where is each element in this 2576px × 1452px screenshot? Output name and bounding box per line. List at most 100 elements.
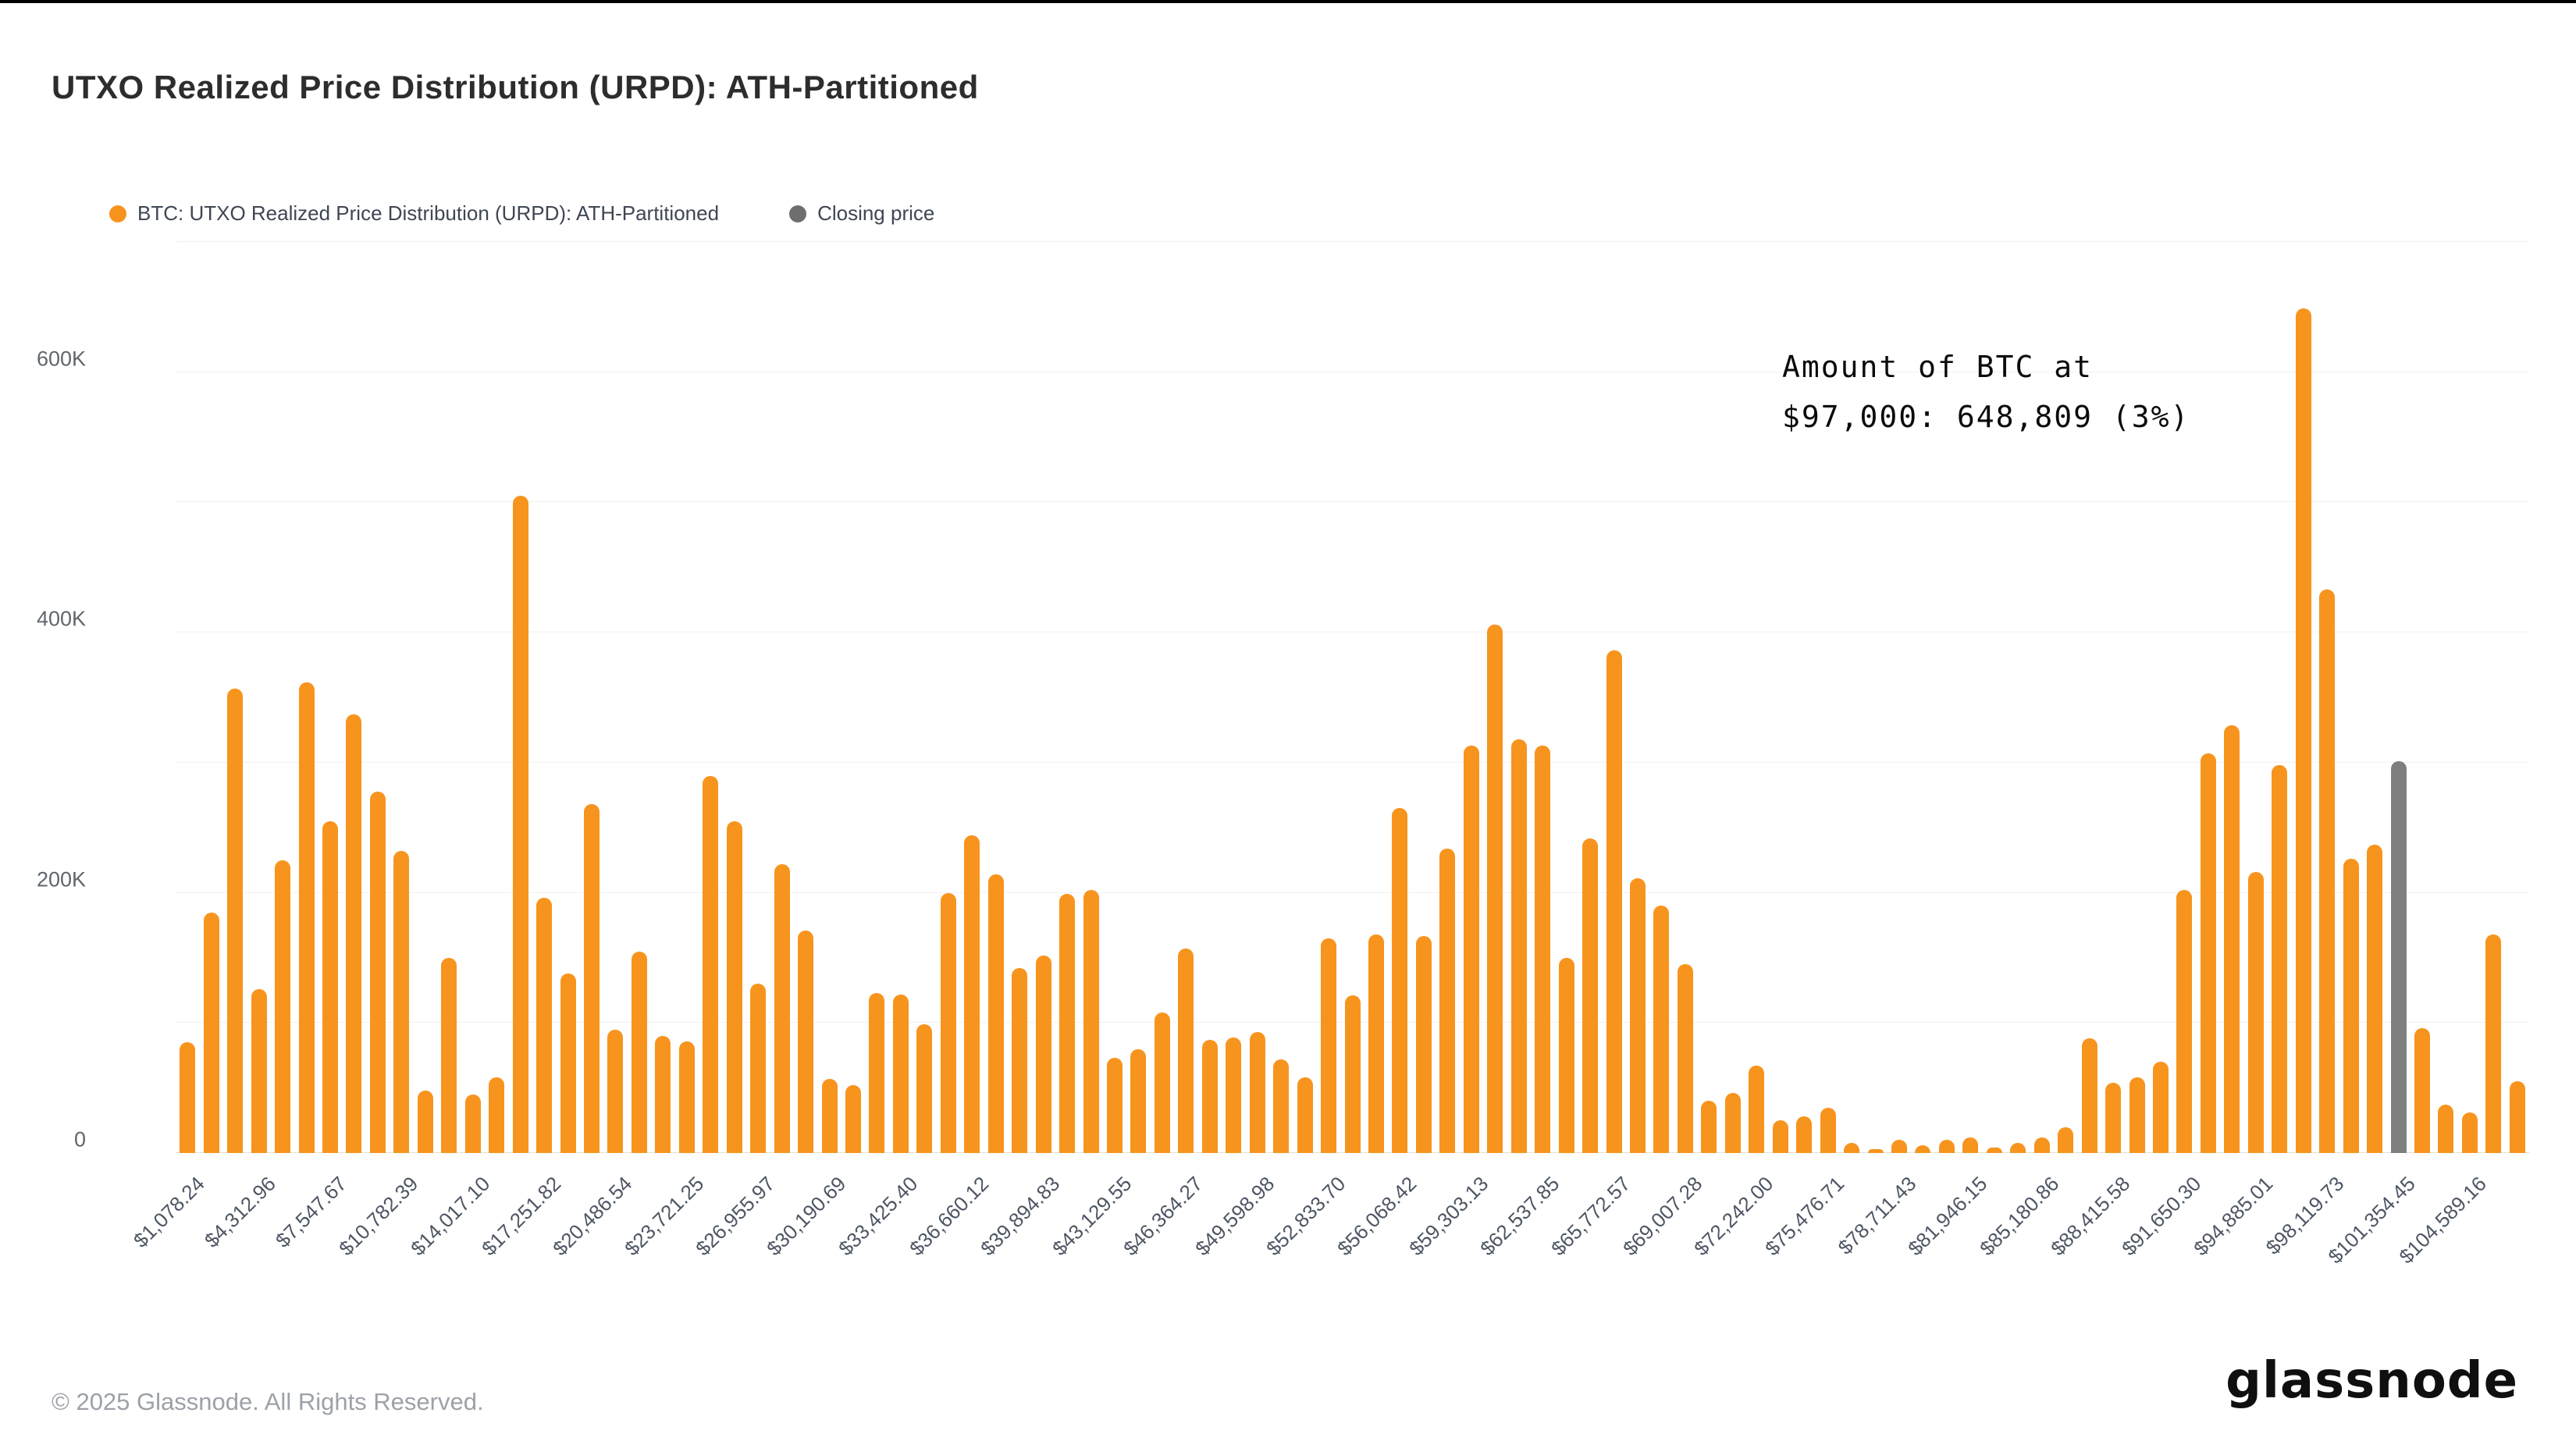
urpd-bar[interactable] (1368, 934, 1384, 1153)
urpd-bar[interactable] (1297, 1077, 1313, 1153)
urpd-bar[interactable] (2461, 1112, 2478, 1153)
urpd-bar[interactable] (1582, 838, 1599, 1153)
urpd-bar[interactable] (1392, 808, 1408, 1153)
urpd-bar[interactable] (2319, 589, 2336, 1153)
urpd-bar[interactable] (1772, 1120, 1788, 1153)
urpd-bar[interactable] (275, 859, 291, 1153)
urpd-bar[interactable] (2367, 844, 2383, 1153)
urpd-bar[interactable] (2058, 1126, 2074, 1153)
urpd-bar[interactable] (1201, 1039, 1218, 1153)
urpd-bar[interactable] (1130, 1048, 1147, 1153)
urpd-bar[interactable] (1749, 1066, 1765, 1153)
urpd-bar[interactable] (631, 951, 647, 1153)
urpd-bar[interactable] (2224, 724, 2240, 1153)
urpd-bar[interactable] (489, 1077, 505, 1153)
urpd-bar[interactable] (1321, 938, 1337, 1153)
urpd-bar[interactable] (774, 863, 790, 1153)
urpd-bar[interactable] (1796, 1116, 1813, 1153)
legend-item-closing-price[interactable]: Closing price (789, 201, 934, 226)
urpd-bar[interactable] (2176, 890, 2193, 1153)
urpd-bar[interactable] (1106, 1058, 1123, 1153)
urpd-bar[interactable] (2414, 1027, 2430, 1153)
urpd-bar[interactable] (1986, 1148, 2002, 1153)
urpd-bar[interactable] (1035, 955, 1051, 1153)
urpd-bar[interactable] (1938, 1140, 1955, 1153)
urpd-bar[interactable] (441, 957, 457, 1153)
urpd-bar[interactable] (1844, 1142, 1860, 1153)
urpd-bar[interactable] (1226, 1037, 1242, 1153)
closing-price-bar[interactable] (2390, 761, 2407, 1153)
urpd-bar[interactable] (2509, 1081, 2525, 1153)
urpd-bar[interactable] (2033, 1137, 2050, 1153)
urpd-bar[interactable] (1535, 746, 1551, 1153)
urpd-bar[interactable] (892, 994, 909, 1153)
urpd-bar[interactable] (2485, 934, 2502, 1153)
urpd-bar[interactable] (512, 496, 528, 1153)
urpd-bar[interactable] (1154, 1012, 1170, 1153)
urpd-bar[interactable] (393, 851, 410, 1153)
urpd-bar[interactable] (1891, 1140, 1907, 1153)
urpd-bar[interactable] (2295, 308, 2311, 1153)
urpd-bar[interactable] (1915, 1145, 1931, 1153)
urpd-bar[interactable] (1083, 890, 1099, 1153)
urpd-bar[interactable] (2105, 1082, 2122, 1153)
urpd-bar[interactable] (1629, 878, 1646, 1153)
urpd-bar[interactable] (1677, 964, 1693, 1153)
urpd-bar[interactable] (1249, 1031, 1265, 1153)
urpd-bar[interactable] (1867, 1149, 1884, 1153)
urpd-bar[interactable] (417, 1090, 433, 1153)
urpd-bar[interactable] (2129, 1077, 2145, 1153)
urpd-bar[interactable] (845, 1085, 861, 1153)
urpd-bar[interactable] (322, 820, 338, 1153)
urpd-bar[interactable] (560, 973, 576, 1153)
urpd-bar[interactable] (583, 804, 600, 1153)
urpd-bar[interactable] (1487, 625, 1503, 1153)
urpd-bar[interactable] (2343, 859, 2359, 1153)
urpd-bar[interactable] (1344, 995, 1361, 1153)
urpd-bar[interactable] (1558, 957, 1574, 1153)
urpd-bar[interactable] (1701, 1101, 1717, 1153)
urpd-bar[interactable] (916, 1023, 933, 1153)
urpd-bar[interactable] (869, 992, 885, 1153)
urpd-bar[interactable] (1724, 1093, 1741, 1153)
urpd-bar[interactable] (2200, 753, 2216, 1153)
urpd-bar[interactable] (1606, 650, 1622, 1153)
urpd-bar[interactable] (1059, 894, 1076, 1153)
urpd-bar[interactable] (940, 892, 956, 1153)
urpd-bar[interactable] (821, 1078, 838, 1153)
urpd-bar[interactable] (2081, 1038, 2097, 1153)
urpd-bar[interactable] (1463, 746, 1479, 1153)
urpd-bar[interactable] (1178, 948, 1194, 1153)
urpd-bar[interactable] (703, 775, 719, 1153)
urpd-bar[interactable] (251, 988, 267, 1153)
urpd-bar[interactable] (227, 688, 244, 1153)
urpd-bar[interactable] (964, 835, 980, 1153)
urpd-bar[interactable] (1820, 1107, 1836, 1153)
urpd-bar[interactable] (655, 1035, 671, 1153)
urpd-bar[interactable] (987, 874, 1004, 1153)
urpd-bar[interactable] (1439, 848, 1456, 1153)
urpd-bar[interactable] (2272, 765, 2288, 1153)
urpd-bar[interactable] (607, 1029, 624, 1153)
urpd-bar[interactable] (1415, 935, 1432, 1153)
urpd-bar[interactable] (2010, 1142, 2026, 1153)
urpd-bar[interactable] (1653, 906, 1670, 1153)
urpd-bar[interactable] (2247, 871, 2264, 1153)
urpd-bar[interactable] (369, 791, 386, 1153)
urpd-bar[interactable] (180, 1042, 196, 1153)
urpd-bar[interactable] (346, 714, 362, 1153)
urpd-bar[interactable] (1273, 1059, 1290, 1153)
urpd-bar[interactable] (536, 898, 553, 1153)
urpd-bar[interactable] (798, 930, 814, 1153)
urpd-bar[interactable] (2438, 1105, 2454, 1153)
urpd-bar[interactable] (203, 912, 219, 1153)
urpd-bar[interactable] (1962, 1137, 1979, 1153)
urpd-bar[interactable] (678, 1041, 695, 1153)
urpd-bar[interactable] (2152, 1062, 2169, 1153)
urpd-bar[interactable] (1510, 738, 1527, 1153)
urpd-bar[interactable] (750, 984, 767, 1153)
urpd-bar[interactable] (1012, 968, 1028, 1153)
legend-item-urpd[interactable]: BTC: UTXO Realized Price Distribution (U… (109, 201, 719, 226)
urpd-bar[interactable] (298, 682, 315, 1153)
urpd-bar[interactable] (726, 820, 742, 1153)
